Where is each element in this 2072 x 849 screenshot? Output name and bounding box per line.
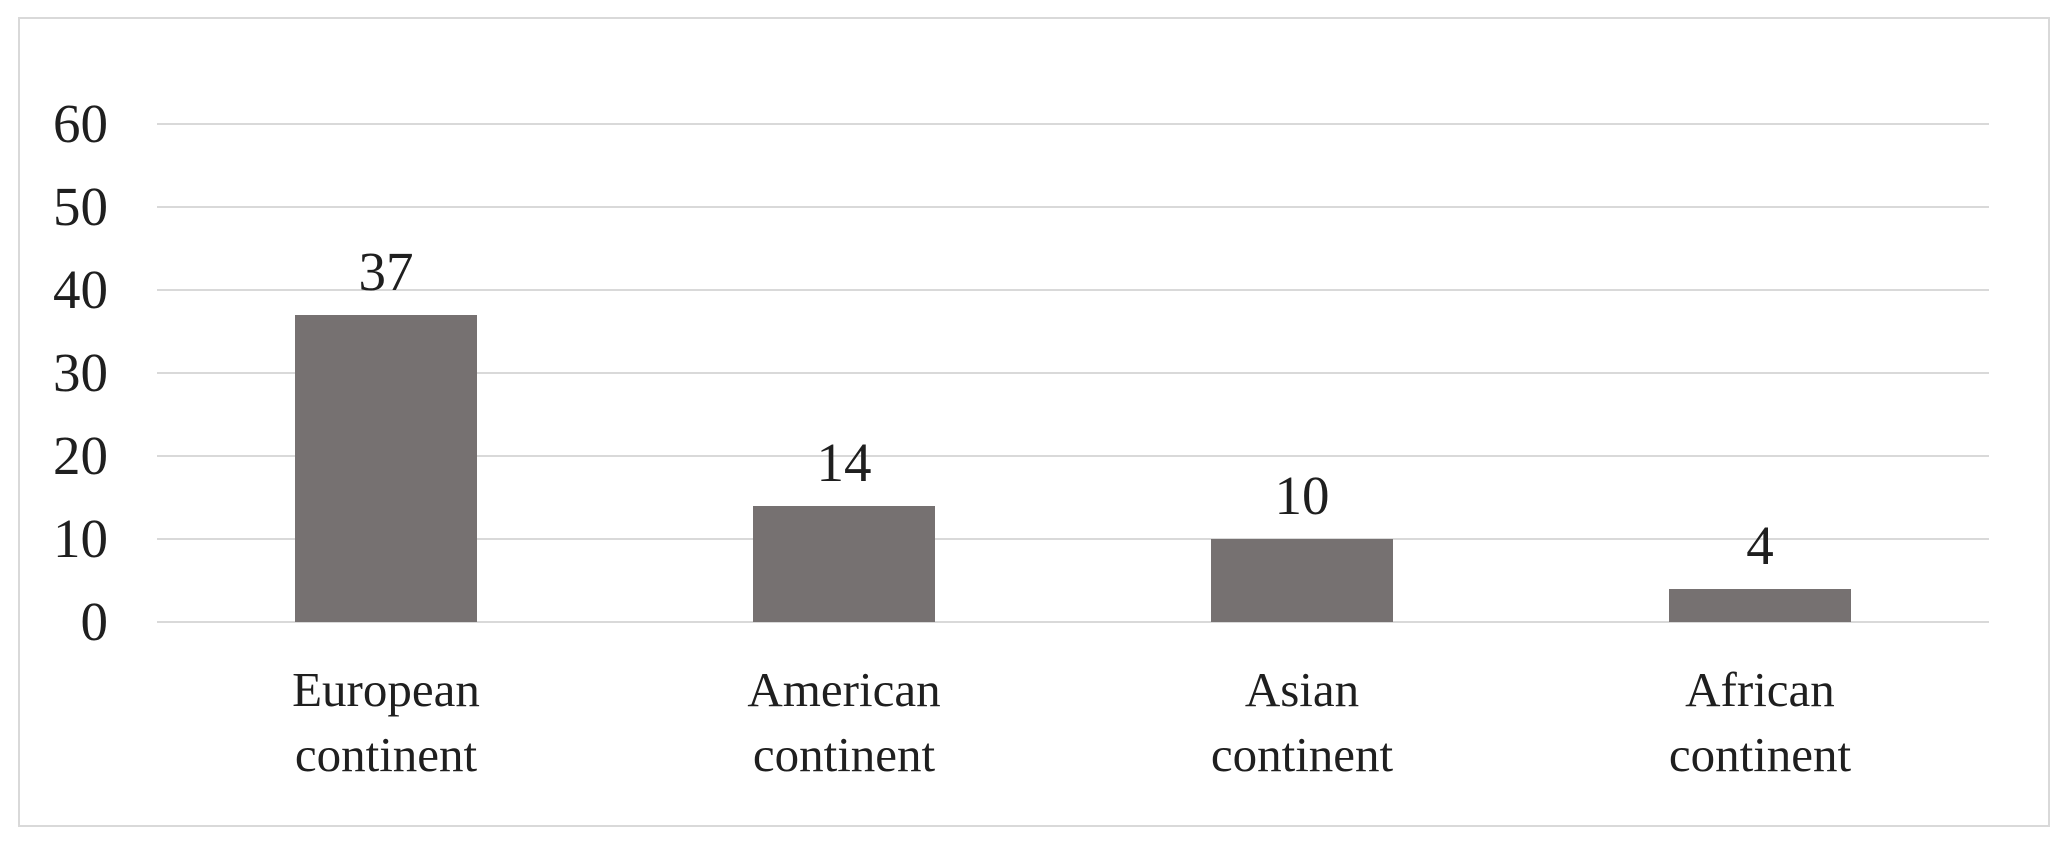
bar-asian-continent [1211, 539, 1393, 622]
bar-european-continent [295, 314, 477, 622]
y-tick-label-20: 20 [53, 425, 108, 486]
gridline-y-20 [157, 455, 1989, 457]
gridline-y-30 [157, 372, 1989, 374]
category-label-european-continent: European continent [292, 662, 480, 782]
y-tick-label-30: 30 [53, 342, 108, 403]
gridline-y-10 [157, 538, 1989, 540]
data-label-european-continent: 37 [358, 240, 414, 302]
category-label-asian-continent: Asian continent [1210, 662, 1394, 782]
y-tick-label-0: 0 [80, 591, 109, 652]
bar-african-continent [1669, 588, 1851, 622]
y-tick-label-40: 40 [53, 259, 108, 320]
gridline-y-50 [157, 206, 1989, 208]
data-label-asian-continent: 10 [1274, 465, 1330, 526]
y-tick-label-10: 10 [53, 508, 108, 569]
category-label-american-continent: American continent [747, 662, 941, 782]
gridline-y-40 [157, 289, 1989, 291]
y-tick-label-50: 50 [53, 176, 108, 237]
chart-frame: 0 10 20 30 40 50 60 37 14 10 4 European continent… [18, 17, 2050, 827]
data-label-american-continent: 14 [816, 431, 872, 493]
data-label-african-continent: 4 [1746, 514, 1774, 576]
y-tick-label-60: 60 [53, 93, 108, 154]
gridline-y-0 [157, 621, 1989, 623]
bar-american-continent [753, 505, 935, 622]
gridline-y-60 [157, 123, 1989, 125]
category-label-african-continent: African continent [1668, 662, 1852, 782]
